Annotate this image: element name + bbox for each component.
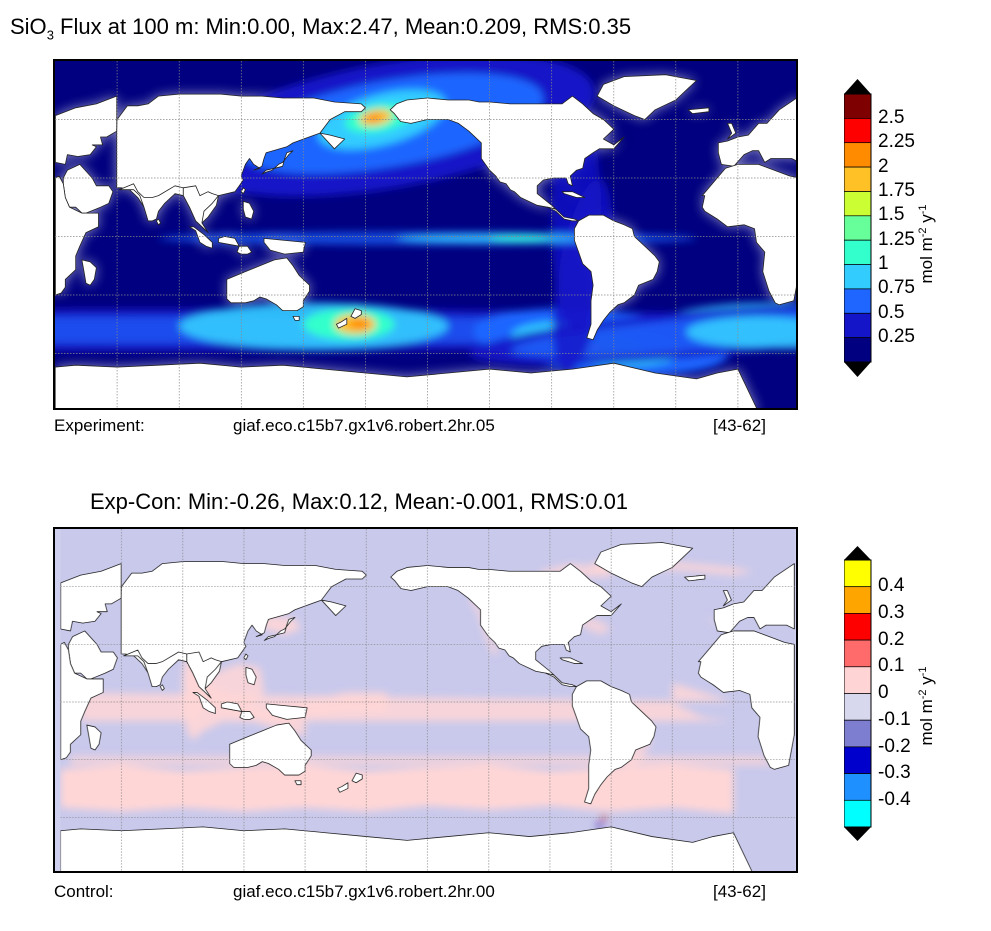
svg-text:2.25: 2.25 [878, 131, 915, 152]
svg-text:1.25: 1.25 [878, 229, 915, 250]
svg-text:2.5: 2.5 [878, 107, 904, 128]
svg-text:mol m-2 y-1: mol m-2 y-1 [917, 204, 936, 283]
svg-text:mol m-2 y-1: mol m-2 y-1 [917, 666, 936, 745]
svg-text:2: 2 [878, 156, 889, 177]
svg-text:1.5: 1.5 [878, 204, 904, 225]
svg-text:0.25: 0.25 [878, 326, 915, 347]
svg-text:-0.2: -0.2 [878, 736, 911, 757]
svg-text:0.3: 0.3 [878, 602, 904, 623]
svg-text:0.2: 0.2 [878, 629, 904, 650]
svg-text:0.75: 0.75 [878, 277, 915, 298]
svg-text:-0.1: -0.1 [878, 709, 911, 730]
svg-text:-0.4: -0.4 [878, 789, 911, 810]
svg-text:0: 0 [878, 682, 889, 703]
svg-text:0.4: 0.4 [878, 575, 905, 596]
svg-text:-0.3: -0.3 [878, 762, 911, 783]
svg-text:1: 1 [878, 253, 889, 274]
svg-text:0.1: 0.1 [878, 655, 904, 676]
svg-text:0.5: 0.5 [878, 302, 904, 323]
svg-text:1.75: 1.75 [878, 180, 915, 201]
